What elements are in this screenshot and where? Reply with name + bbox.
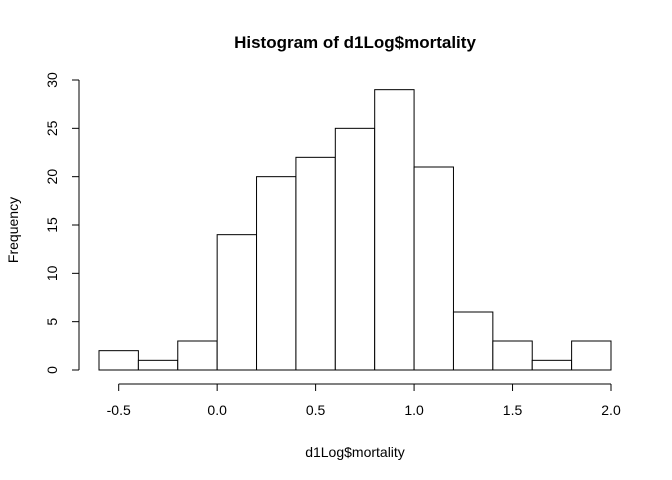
x-axis: -0.5 0.0 0.5 1.0 1.5 2.0 — [107, 383, 621, 418]
y-axis-label: Frequency — [5, 197, 21, 263]
histogram-bar — [374, 89, 415, 371]
x-tick-label: 0.5 — [306, 402, 326, 418]
chart-title: Histogram of d1Log$mortality — [234, 33, 476, 52]
y-tick-label: 30 — [44, 72, 60, 88]
histogram-bar — [531, 359, 573, 371]
histogram-bar — [492, 340, 533, 371]
histogram-bar — [571, 340, 612, 371]
y-tick-label: 10 — [44, 265, 60, 281]
bars-group — [98, 89, 612, 371]
x-tick-label: 1.5 — [503, 402, 523, 418]
histogram-bar — [295, 156, 336, 371]
y-tick-label: 20 — [44, 169, 60, 185]
histogram-bar — [98, 350, 139, 371]
histogram-bar — [137, 359, 179, 371]
histogram-bar — [256, 176, 297, 371]
histogram-bar — [452, 311, 494, 371]
x-tick-label: -0.5 — [107, 402, 131, 418]
x-tick-label: 1.0 — [404, 402, 424, 418]
y-tick-label: 25 — [44, 120, 60, 136]
x-axis-label: d1Log$mortality — [305, 444, 405, 460]
y-axis: 0 5 10 15 20 25 30 — [44, 72, 80, 374]
x-tick-label: 2.0 — [601, 402, 621, 418]
y-tick-label: 5 — [44, 318, 60, 326]
histogram-bar — [216, 234, 258, 371]
y-tick-label: 0 — [44, 366, 60, 374]
x-tick-label: 0.0 — [207, 402, 227, 418]
histogram-bar — [177, 340, 218, 371]
y-tick-label: 15 — [44, 217, 60, 233]
histogram-bar — [413, 166, 454, 371]
histogram-bar — [334, 127, 376, 371]
